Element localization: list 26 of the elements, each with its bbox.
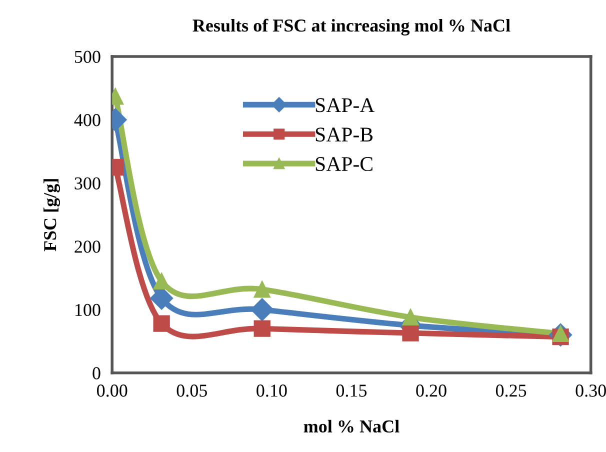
y-tick-label: 300 [74,177,100,190]
point [254,281,270,298]
point [402,308,419,326]
x-tick-label: 0.05 [176,384,207,397]
legend-label: SAP-B [316,128,373,142]
point [153,272,170,290]
x-tick-label: 0.30 [576,384,606,397]
x-tick-label: 0.00 [97,384,128,397]
y-tick-label: 500 [74,50,100,63]
x-tick-label: 0.25 [496,384,526,397]
legend-label: SAP-C [316,157,372,172]
legend-label: SAP-A [316,98,375,112]
y-tick-label: 0 [92,367,100,380]
point [153,315,170,332]
y-tick-label: 100 [76,304,100,316]
chart-title: Results of FSC at increasing mol % NaCl [192,18,510,36]
x-tick-label: 0.15 [336,384,367,397]
y-tick-label: 200 [74,240,100,253]
point [402,324,419,342]
point [250,298,274,322]
y-axis-title: FSC [g/g] [44,179,60,252]
x-axis-title: mol % NaCl [304,420,400,433]
x-tick-label: 0.20 [416,384,446,397]
y-tick-label: 400 [74,114,100,126]
x-tick-label: 0.10 [256,384,287,397]
point [254,320,270,337]
